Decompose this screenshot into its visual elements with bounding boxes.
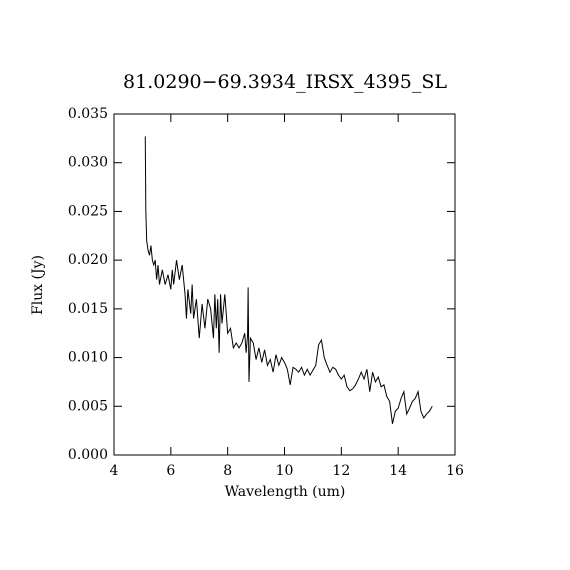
y-tick-label: 0.005 — [68, 398, 108, 414]
y-axis-label: Flux (Jy) — [30, 255, 46, 315]
y-tick-label: 0.035 — [68, 106, 108, 122]
y-tick-label: 0.010 — [68, 350, 108, 366]
x-tick-label: 4 — [110, 463, 119, 479]
x-tick-label: 6 — [166, 463, 175, 479]
chart-title: 81.0290−69.3934_IRSX_4395_SL — [123, 71, 447, 93]
y-tick-label: 0.020 — [68, 252, 108, 268]
y-tick-label: 0.015 — [68, 301, 108, 317]
spectrum-line — [144, 136, 433, 424]
x-tick-label: 14 — [389, 463, 407, 479]
x-tick-label: 10 — [276, 463, 294, 479]
x-tick-label: 12 — [332, 463, 350, 479]
y-tick-label: 0.000 — [68, 447, 108, 463]
y-tick-label: 0.030 — [68, 155, 108, 171]
y-tick-label: 0.025 — [68, 203, 108, 219]
x-tick-label: 16 — [446, 463, 464, 479]
x-axis-label: Wavelength (um) — [225, 484, 346, 500]
x-tick-label: 8 — [223, 463, 232, 479]
